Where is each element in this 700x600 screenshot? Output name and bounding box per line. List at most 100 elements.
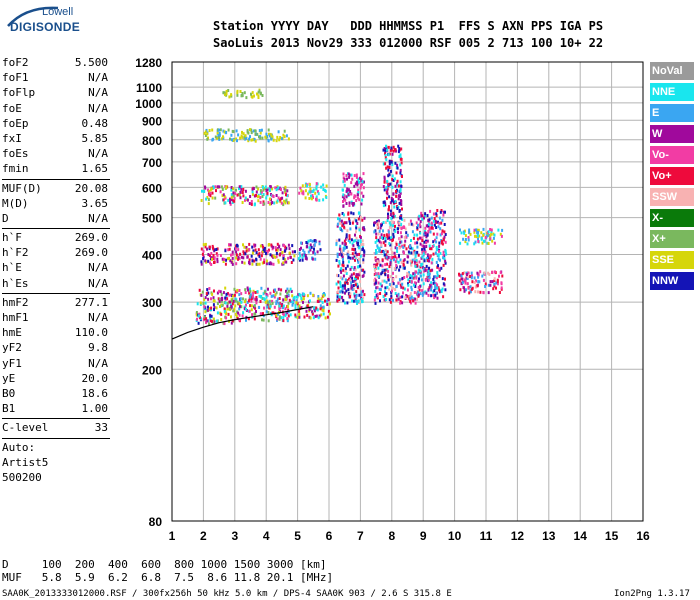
echo-point [350,286,353,290]
echo-point [488,272,491,276]
echo-point [237,133,240,137]
echo-point [362,260,365,264]
x-tick-label: 5 [294,529,301,543]
echo-point [422,282,425,286]
echo-point [212,296,215,300]
echo-point [410,251,413,255]
echo-point [361,182,363,186]
y-tick-label: 200 [142,363,162,377]
echo-point [407,255,410,259]
echo-point [351,279,354,283]
echo-point [401,218,404,221]
echo-point [347,188,350,192]
echo-point [239,252,242,256]
echo-point [254,291,257,294]
echo-point [410,288,413,292]
echo-point [282,133,285,137]
echo-point [289,313,292,317]
param-row: h`Es N/A [2,277,108,292]
echo-point [477,237,479,241]
echo-point [426,233,429,237]
y-tick-label: 1000 [135,97,162,111]
echo-point [473,230,476,234]
echo-point [463,271,466,275]
echo-point [429,209,432,213]
echo-point [500,286,503,290]
echo-point [403,276,406,279]
echo-point [355,175,358,179]
echo-point [210,252,213,255]
echo-point [466,242,469,246]
echo-point [359,183,362,187]
echo-point [469,275,472,278]
param-value: 1.00 [81,402,109,416]
echo-point [439,233,442,237]
echo-point [423,216,425,220]
echo-point [355,173,358,177]
echo-point [252,129,255,133]
echo-point [340,270,343,274]
echo-point [297,257,300,261]
legend-entry: SSW [650,188,694,206]
echo-point [216,311,219,315]
echo-point [225,185,228,189]
echo-point [342,274,345,278]
echo-point [281,251,284,254]
echo-point [374,289,377,293]
echo-point [270,294,273,298]
echo-point [302,190,305,194]
echo-point [416,250,419,254]
echo-point [397,297,400,301]
echo-point [335,239,338,243]
echo-point [301,292,304,296]
echo-point [272,254,275,258]
echo-point [376,261,379,265]
echo-point [419,236,421,240]
echo-point [355,180,358,184]
echo-point [215,306,218,310]
echo-point [233,197,236,200]
echo-point [427,218,430,222]
echo-point [216,257,219,261]
echo-point [344,198,347,202]
echo-point [355,296,358,300]
echo-point [432,212,435,216]
echo-point [350,173,353,177]
echo-point [385,298,388,301]
echo-point [460,231,463,235]
echo-point [306,184,308,188]
echo-point [336,295,339,299]
x-tick-label: 4 [263,529,270,543]
echo-point [434,238,436,242]
echo-point [346,264,349,268]
echo-point [225,130,228,134]
echo-point [351,242,354,246]
echo-point [363,270,366,274]
echo-point [395,256,398,260]
echo-point [430,281,433,285]
echo-point [271,311,274,315]
echo-point [385,147,388,150]
echo-point [343,221,346,225]
echo-point [249,128,251,132]
echo-point [343,194,346,198]
echo-point [319,299,322,302]
echo-point [467,236,470,239]
echo-point [395,190,397,193]
echo-point [232,194,235,198]
echo-point [338,213,341,217]
echo-point [223,195,226,199]
echo-point [358,226,361,230]
echo-point [233,293,236,297]
echo-point [424,268,427,272]
echo-point [414,254,417,258]
echo-point [394,184,397,188]
echo-point [402,286,405,290]
echo-point [410,239,412,242]
echo-point [244,198,246,202]
echo-point [356,222,359,225]
echo-point [391,279,394,283]
echo-point [278,138,281,142]
echo-point [416,233,419,237]
echo-point [487,271,490,275]
